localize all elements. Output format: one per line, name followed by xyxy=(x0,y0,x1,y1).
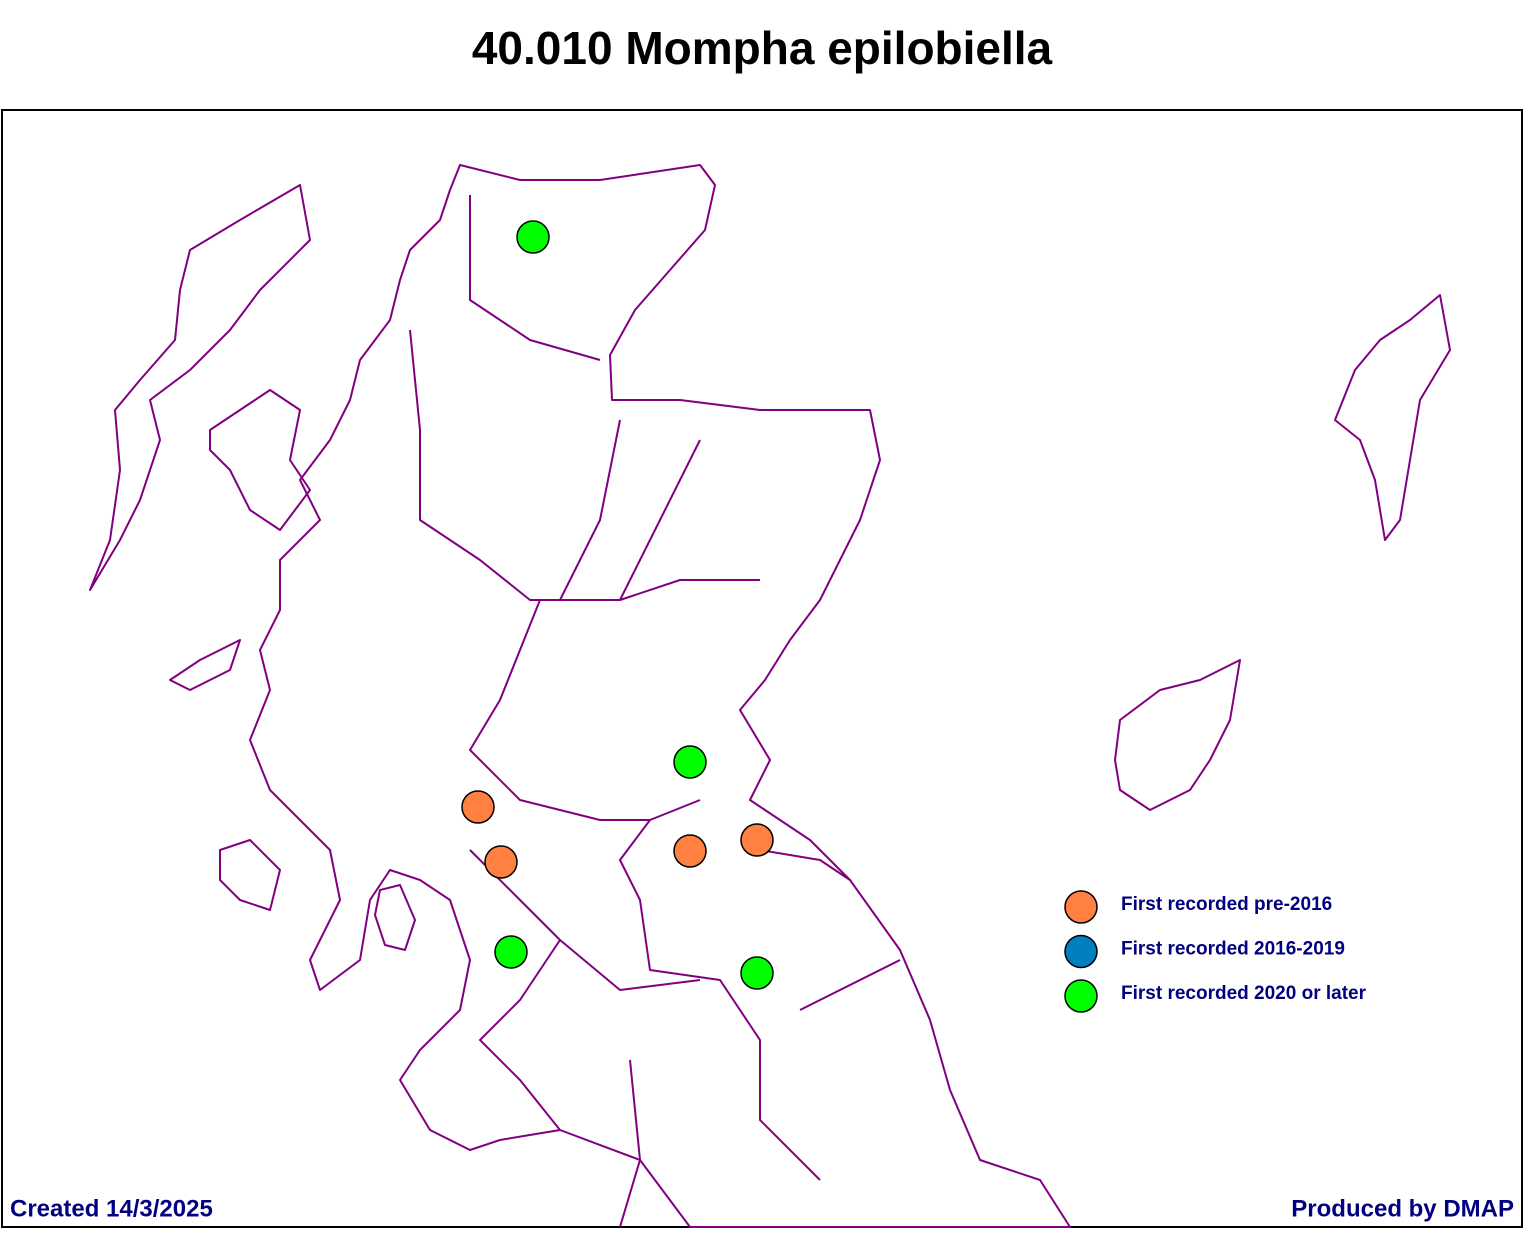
record-dot xyxy=(516,220,550,254)
records xyxy=(461,220,774,990)
record-dot xyxy=(740,823,774,857)
record-dot xyxy=(494,935,528,969)
producer-note: Produced by DMAP xyxy=(1291,1195,1514,1222)
created-note: Created 14/3/2025 xyxy=(10,1195,213,1222)
legend-swatch xyxy=(1064,890,1098,924)
legend-label: First recorded 2016-2019 xyxy=(1121,939,1345,960)
western-isles xyxy=(89,184,311,591)
legend: First recorded pre-2016 First recorded 20… xyxy=(1064,890,1367,1013)
arran xyxy=(374,884,416,951)
record-dot xyxy=(673,834,707,868)
shetland xyxy=(1334,294,1451,541)
record-dot xyxy=(740,956,774,990)
record-dot xyxy=(461,790,495,824)
mull xyxy=(169,639,241,691)
orkney xyxy=(1114,659,1241,811)
islay-jura xyxy=(219,839,281,911)
mainland xyxy=(249,164,1071,1228)
legend-swatch xyxy=(1064,979,1098,1013)
record-dot xyxy=(484,845,518,879)
skye xyxy=(209,389,311,531)
legend-swatch xyxy=(1064,934,1098,969)
legend-label: First recorded pre-2016 xyxy=(1121,894,1332,915)
legend-label: First recorded 2020 or later xyxy=(1121,983,1367,1004)
map-outline xyxy=(89,164,1451,1228)
record-dot xyxy=(673,745,707,779)
county-boundaries xyxy=(409,195,901,1228)
map-title: 40.010 Mompha epilobiella xyxy=(472,22,1053,74)
